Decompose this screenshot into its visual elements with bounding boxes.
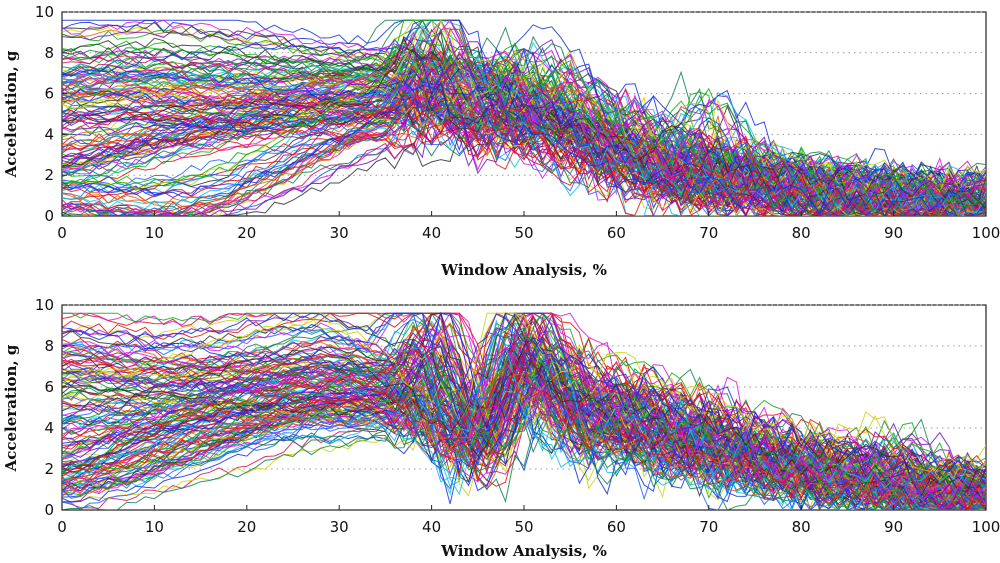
x-tick-label: 70	[699, 224, 718, 242]
series-line	[62, 19, 986, 197]
y-ticks-top: 0 2 4 6 8 10	[35, 3, 67, 225]
series-line	[62, 69, 986, 216]
series-line	[62, 312, 986, 489]
y-tick-label: 4	[44, 125, 54, 143]
chart-top: 0 10 20 30 40 50 60 70 80 90 100 0 2 4 6 8 10 Window An…	[2, 3, 1000, 279]
series-line	[62, 76, 986, 216]
y-tick-label: 0	[44, 207, 54, 225]
x-axis-title-top: Window Analysis, %	[440, 261, 607, 279]
series-line	[62, 312, 986, 475]
lines-top	[62, 18, 986, 216]
series-line	[62, 386, 986, 510]
series-line	[62, 338, 986, 500]
x-tick-label: 10	[145, 518, 164, 536]
series-line	[62, 82, 986, 216]
y-tick-label: 8	[44, 44, 54, 62]
series-line	[62, 312, 986, 483]
series-line	[62, 389, 986, 510]
series-line	[62, 91, 986, 216]
y-axis-title-bottom: Acceleration, g	[2, 344, 20, 472]
series-line	[62, 51, 986, 190]
series-line	[62, 392, 986, 510]
x-tick-label: 30	[330, 224, 349, 242]
x-tick-label: 50	[514, 518, 533, 536]
series-line	[62, 19, 986, 192]
series-line	[62, 112, 986, 216]
y-tick-label: 0	[44, 501, 54, 519]
series-line	[62, 57, 986, 216]
series-line	[62, 95, 986, 216]
y-tick-label: 8	[44, 337, 54, 355]
series-line	[62, 360, 986, 507]
series-line	[62, 46, 986, 209]
series-line	[62, 328, 986, 510]
series-line	[62, 312, 986, 477]
y-tick-label: 2	[44, 460, 54, 478]
y-tick-label: 4	[44, 419, 54, 437]
series-line	[62, 342, 986, 510]
x-tick-label: 60	[607, 224, 626, 242]
x-tick-label: 50	[514, 224, 533, 242]
series-line	[62, 58, 986, 216]
series-line	[62, 28, 986, 216]
series-line	[62, 312, 986, 472]
series-line	[62, 362, 986, 510]
y-tick-label: 10	[35, 3, 54, 21]
y-ticks-bottom: 0 2 4 6 8 10	[35, 296, 67, 519]
y-tick-label: 6	[44, 378, 54, 396]
lines-bottom	[62, 311, 986, 510]
series-line	[62, 330, 986, 505]
series-line	[62, 53, 986, 202]
series-line	[62, 330, 986, 481]
series-line	[62, 49, 986, 206]
x-axis-title-bottom: Window Analysis, %	[440, 542, 607, 560]
series-line	[62, 373, 986, 510]
series-line	[62, 414, 986, 510]
series-line	[62, 334, 986, 499]
series-line	[62, 349, 986, 510]
x-tick-label: 40	[422, 224, 441, 242]
x-tick-label: 30	[330, 518, 349, 536]
x-tick-label: 70	[699, 518, 718, 536]
x-tick-label: 0	[57, 518, 67, 536]
series-line	[62, 92, 986, 216]
x-tick-label: 90	[884, 224, 903, 242]
series-line	[62, 59, 986, 203]
y-axis-title-top: Acceleration, g	[2, 50, 20, 178]
x-tick-label: 100	[972, 518, 1000, 536]
chart-bottom: 0 10 20 30 40 50 60 70 80 90 100 0 2 4 6 8 10 Window An…	[2, 296, 1000, 560]
x-tick-label: 80	[792, 518, 811, 536]
series-line	[62, 66, 986, 216]
x-tick-label: 20	[237, 518, 256, 536]
x-tick-label: 100	[972, 224, 1000, 242]
x-tick-label: 10	[145, 224, 164, 242]
series-line	[62, 332, 986, 510]
series-line	[62, 312, 986, 498]
series-line	[62, 102, 986, 216]
y-tick-label: 6	[44, 85, 54, 103]
x-tick-label: 80	[792, 224, 811, 242]
x-ticks-top: 0 10 20 30 40 50 60 70 80 90 100	[57, 211, 1000, 242]
x-tick-label: 90	[884, 518, 903, 536]
x-tick-label: 60	[607, 518, 626, 536]
y-tick-label: 2	[44, 166, 54, 184]
y-tick-label: 10	[35, 296, 54, 314]
series-line	[62, 312, 986, 473]
x-tick-label: 40	[422, 518, 441, 536]
series-line	[62, 55, 986, 204]
x-ticks-bottom: 0 10 20 30 40 50 60 70 80 90 100	[57, 505, 1000, 536]
series-line	[62, 345, 986, 510]
series-line	[62, 312, 986, 478]
x-tick-label: 20	[237, 224, 256, 242]
x-tick-label: 0	[57, 224, 67, 242]
